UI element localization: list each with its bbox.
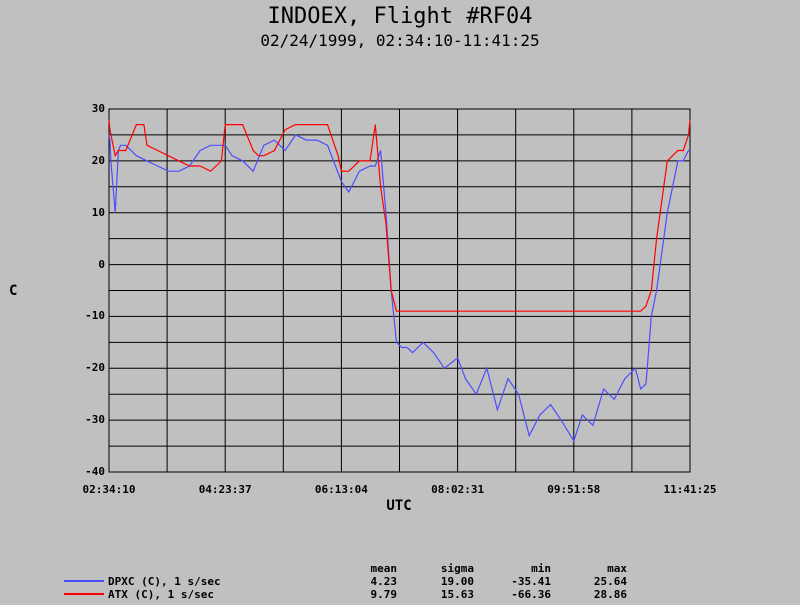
x-tick-label: 11:41:25: [663, 483, 717, 496]
legend-swatch-atx: [64, 593, 104, 595]
y-tick-label: 30: [91, 102, 105, 115]
x-tick-label: 04:23:37: [198, 483, 252, 496]
y-tick-label: -30: [85, 413, 105, 427]
x-tick-label: 08:02:31: [431, 483, 485, 496]
y-tick-label: 20: [91, 153, 105, 167]
series-layer: [108, 119, 691, 443]
gridlines: [109, 109, 690, 472]
stat-dpxc-sigma: 19.00: [440, 575, 474, 588]
y-tick-label: 0: [98, 257, 105, 271]
y-tick-label: -40: [85, 465, 105, 478]
x-tick-label: 06:13:04: [314, 483, 368, 496]
stats-header-min: min: [531, 562, 551, 575]
stats-header-mean: mean: [370, 562, 398, 575]
x-tick-label: 09:51:58: [547, 483, 601, 496]
y-axis-label: C: [9, 283, 18, 299]
x-tick-label: 02:34:10: [82, 483, 136, 496]
stat-dpxc-min: -35.41: [511, 575, 551, 588]
series-line-atx: [108, 119, 691, 312]
y-tick-label: -10: [85, 309, 105, 323]
stats-header-max: max: [607, 562, 627, 575]
chart-subtitle: 02/24/1999, 02:34:10-11:41:25: [260, 31, 540, 50]
legend-swatch-dpxc: [64, 580, 104, 582]
legend-label-atx: ATX (C), 1 s/sec: [108, 588, 214, 601]
stat-atx-sigma: 15.63: [440, 588, 474, 601]
x-axis-label: UTC: [386, 498, 412, 514]
stat-atx-mean: 9.79: [370, 588, 398, 601]
chart-title: INDOEX, Flight #RF04: [267, 4, 533, 29]
legend-label-dpxc: DPXC (C), 1 s/sec: [108, 575, 221, 588]
y-tick-label: -20: [85, 361, 105, 375]
stat-dpxc-max: 25.64: [593, 575, 627, 588]
stat-dpxc-mean: 4.23: [370, 575, 398, 588]
stat-atx-max: 28.86: [593, 588, 627, 601]
stats-header-sigma: sigma: [440, 562, 474, 575]
stat-atx-min: -66.36: [511, 588, 551, 601]
y-tick-label: 10: [91, 205, 105, 219]
